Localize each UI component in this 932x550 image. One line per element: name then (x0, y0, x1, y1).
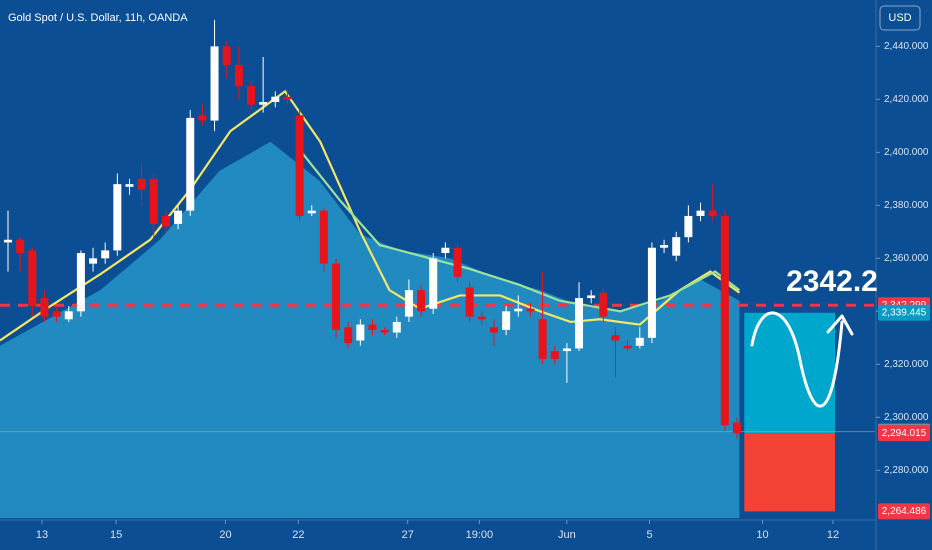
candle-body (52, 311, 61, 317)
candle-body (380, 329, 389, 333)
target-zone (744, 312, 835, 434)
candle-body (332, 263, 341, 330)
plot-area (0, 19, 875, 518)
candle-body (246, 86, 255, 105)
candle-body (259, 102, 268, 105)
candle-body (125, 184, 134, 187)
candle-body (149, 178, 158, 224)
y-tick-label: 2,360.000 (884, 253, 929, 264)
candle-body (720, 215, 729, 426)
price-label: 2,339.445 (882, 307, 927, 318)
candle-body (76, 253, 85, 312)
candle-body (271, 96, 280, 103)
candle-body (732, 422, 741, 434)
candle-body (101, 250, 110, 259)
y-tick-label: 2,300.000 (884, 412, 929, 423)
moving-average (298, 149, 741, 313)
candle-body (344, 327, 353, 344)
candle-body (696, 210, 705, 216)
candle-body (526, 308, 535, 312)
price-label: 2,294.015 (882, 428, 927, 439)
annotation: 2342.2 (786, 265, 878, 298)
candle-body (575, 298, 584, 349)
x-tick-label: 22 (292, 529, 304, 541)
candle-body (137, 178, 146, 190)
candle-body (186, 117, 195, 211)
candle-body (489, 327, 498, 333)
x-tick-label: 19:00 (466, 529, 494, 541)
y-tick-label: 2,400.000 (884, 147, 929, 158)
candle-body (307, 210, 316, 214)
candle-body (404, 290, 413, 317)
candle-body (392, 321, 401, 333)
candle-body (635, 337, 644, 346)
candle-body (295, 115, 304, 216)
candle-body (161, 215, 170, 227)
candle-body (647, 247, 656, 338)
x-tick-label: 20 (219, 529, 231, 541)
candle-body (28, 250, 37, 307)
y-tick-label: 2,380.000 (884, 200, 929, 211)
x-tick-label: 27 (402, 529, 414, 541)
candle-body (599, 292, 608, 317)
x-tick-label: 5 (646, 529, 652, 541)
stop-zone (744, 433, 835, 512)
x-tick-label: 15 (110, 529, 122, 541)
candle-body (113, 184, 122, 251)
y-tick-label: 2,280.000 (884, 465, 929, 476)
candle-body (465, 287, 474, 317)
candle-body (174, 210, 183, 224)
x-tick-label: 13 (36, 529, 48, 541)
candle-body (222, 46, 231, 65)
candle-body (319, 210, 328, 264)
chart-title: Gold Spot / U.S. Dollar, 11h, OANDA (8, 12, 188, 24)
candle-body (708, 210, 717, 216)
candle-body (550, 351, 559, 360)
currency-button[interactable] (879, 5, 921, 31)
candle-body (514, 308, 523, 312)
candle-body (210, 46, 219, 121)
candle-body (89, 258, 98, 264)
candle-body (611, 335, 620, 341)
candle-body (429, 258, 438, 309)
candle-body (441, 247, 450, 254)
candle-body (672, 237, 681, 256)
currency-label[interactable]: USD (888, 12, 911, 24)
candle-body (64, 311, 73, 320)
candle-body (417, 290, 426, 312)
candle-body (234, 64, 243, 87)
candle-body (40, 298, 49, 317)
candle-body (477, 316, 486, 320)
price-label-box (878, 425, 930, 442)
candle-body (16, 239, 25, 254)
x-tick-label: 10 (756, 529, 768, 541)
price-label: 2,264.486 (882, 506, 927, 517)
candle-body (660, 245, 669, 248)
candle-body (587, 295, 596, 299)
candle-body (684, 215, 693, 238)
price-label-box (878, 304, 930, 321)
candle-body (623, 345, 632, 349)
x-tick-label: 12 (827, 529, 839, 541)
moving-average (0, 89, 741, 342)
candle-body (356, 324, 365, 341)
x-tick-label: Jun (558, 529, 576, 541)
candle-body (3, 239, 12, 243)
price-label-box (878, 503, 930, 520)
y-tick-label: 2,320.000 (884, 359, 929, 370)
candle-body (453, 247, 462, 277)
y-tick-label: 2,420.000 (884, 94, 929, 105)
candle-body (368, 324, 377, 330)
candle-body (283, 96, 292, 100)
drawn-arrow (750, 311, 854, 408)
candle-body (538, 319, 547, 360)
y-tick-label: 2,440.000 (884, 41, 929, 52)
candle-body (198, 115, 207, 121)
candle-body (562, 348, 571, 352)
candle-body (502, 311, 511, 330)
